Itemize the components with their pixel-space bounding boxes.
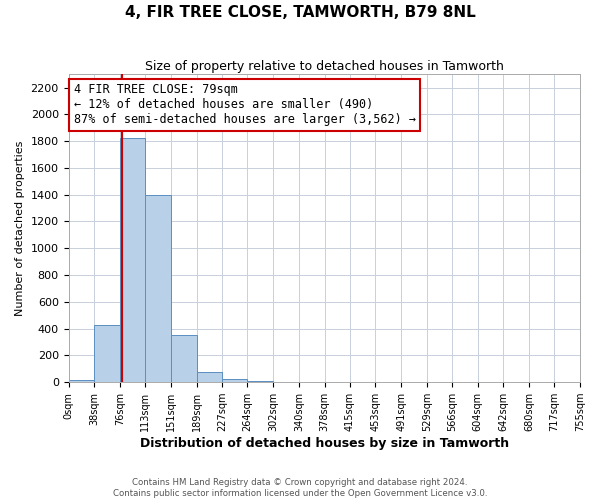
Bar [145, 194, 171, 382]
Bar [94, 324, 120, 382]
Bar [197, 372, 223, 382]
Y-axis label: Number of detached properties: Number of detached properties [15, 140, 25, 316]
Text: 4, FIR TREE CLOSE, TAMWORTH, B79 8NL: 4, FIR TREE CLOSE, TAMWORTH, B79 8NL [125, 5, 475, 20]
Bar [171, 336, 197, 382]
Text: Contains HM Land Registry data © Crown copyright and database right 2024.
Contai: Contains HM Land Registry data © Crown c… [113, 478, 487, 498]
Text: 4 FIR TREE CLOSE: 79sqm
← 12% of detached houses are smaller (490)
87% of semi-d: 4 FIR TREE CLOSE: 79sqm ← 12% of detache… [74, 84, 416, 126]
X-axis label: Distribution of detached houses by size in Tamworth: Distribution of detached houses by size … [140, 437, 509, 450]
Bar [68, 380, 94, 382]
Bar [247, 381, 273, 382]
Title: Size of property relative to detached houses in Tamworth: Size of property relative to detached ho… [145, 60, 504, 73]
Bar [120, 138, 145, 382]
Bar [223, 379, 247, 382]
